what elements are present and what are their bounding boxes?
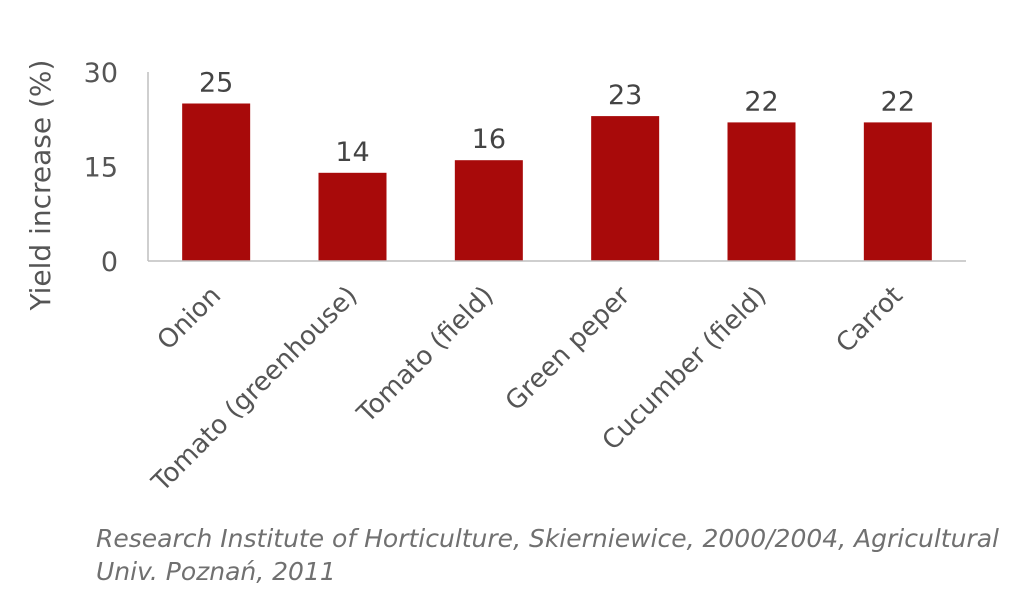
bar bbox=[182, 103, 251, 261]
source-note: Research Institute of Horticulture, Skie… bbox=[96, 524, 999, 586]
y-tick-label: 0 bbox=[101, 247, 118, 278]
bar bbox=[727, 122, 796, 262]
value-label: 14 bbox=[335, 137, 369, 168]
value-label: 22 bbox=[881, 86, 915, 117]
category-label: Green peper bbox=[500, 281, 636, 417]
bar bbox=[591, 116, 660, 261]
value-label: 25 bbox=[199, 68, 233, 99]
y-tick-label: 30 bbox=[84, 58, 118, 89]
y-tick-label: 15 bbox=[84, 153, 118, 184]
y-ticks: 0 15 30 bbox=[84, 58, 118, 278]
value-label: 22 bbox=[744, 86, 778, 117]
value-label: 16 bbox=[472, 124, 506, 155]
bar bbox=[863, 122, 932, 262]
bars bbox=[182, 103, 932, 262]
category-label: Carrot bbox=[831, 281, 909, 359]
y-axis-title: Yield increase (%) bbox=[24, 60, 57, 312]
category-label: Onion bbox=[152, 281, 227, 356]
value-label: 23 bbox=[608, 80, 642, 111]
category-label: Tomato (field) bbox=[351, 281, 500, 430]
bar-chart: Yield increase (%) 0 15 30 25 14 16 23 22 22 On… bbox=[24, 58, 966, 499]
bar bbox=[318, 172, 387, 261]
y-axis-title-group: Yield increase (%) bbox=[24, 60, 57, 312]
bar bbox=[454, 160, 523, 261]
value-labels: 25 14 16 23 22 22 bbox=[199, 68, 915, 168]
